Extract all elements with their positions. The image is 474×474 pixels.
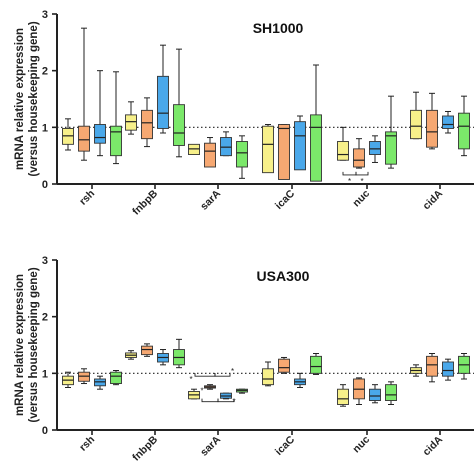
significance-star: * — [189, 375, 192, 384]
box — [78, 125, 90, 152]
box — [204, 142, 216, 168]
box — [110, 125, 122, 157]
box — [426, 109, 438, 148]
y-tick-label: 0 — [42, 179, 48, 191]
box — [173, 104, 185, 146]
category-label: nuc — [350, 434, 372, 456]
box — [125, 114, 137, 131]
y-tick-label: 1 — [42, 122, 48, 134]
y-axis-label-line-2: (versus housekeeping gene) — [28, 21, 40, 176]
category-label: sarA — [198, 433, 223, 458]
box — [294, 121, 306, 171]
box — [458, 112, 470, 150]
panel-title: SH1000 — [253, 20, 304, 36]
box — [262, 125, 274, 174]
box — [385, 384, 397, 401]
category-label: cidA — [421, 187, 446, 212]
panel-sh1000: 0 1 2 3 SH1000 mRNA relative expression (versu… — [14, 9, 474, 218]
box — [262, 368, 274, 386]
box — [94, 124, 106, 144]
box — [353, 148, 365, 168]
significance-bracket — [194, 373, 216, 377]
y-axis-label: mRNA relative expression (versus housekee… — [14, 267, 40, 422]
box — [110, 371, 122, 384]
category-label: nuc — [350, 188, 372, 210]
y-axis-label-line-1: mRNA relative expression — [14, 28, 26, 170]
category-label: fnbpB — [130, 187, 160, 217]
y-axis-label-line-1: mRNA relative expression — [14, 274, 26, 416]
box — [310, 114, 322, 182]
y-tick-label: 0 — [42, 425, 48, 437]
box — [278, 124, 290, 180]
panel-usa300: 0 1 2 3 USA300 mRNA relative expression (versu… — [14, 255, 474, 464]
y-tick-label: 1 — [42, 368, 48, 380]
box — [410, 109, 422, 140]
significance-star: * — [200, 386, 203, 395]
y-tick-label: 3 — [42, 255, 48, 267]
significance-bracket — [355, 171, 369, 176]
category-label: icaC — [273, 433, 297, 457]
significance-star: * — [348, 177, 351, 186]
y-axis-label-line-2: (versus housekeeping gene) — [28, 267, 40, 422]
category-label: rsh — [77, 434, 97, 454]
significance-bracket — [201, 398, 219, 403]
box — [157, 75, 169, 129]
box — [337, 141, 349, 161]
box — [426, 355, 438, 377]
box — [141, 345, 153, 356]
category-label: rsh — [77, 188, 97, 208]
box — [442, 115, 454, 129]
y-axis-label: mRNA relative expression (versus housekee… — [14, 21, 40, 176]
y-tick-label: 2 — [42, 66, 48, 78]
box — [442, 361, 454, 377]
box — [310, 355, 322, 374]
y-tick-label: 2 — [42, 312, 48, 324]
box — [236, 141, 248, 168]
category-label: cidA — [421, 433, 446, 458]
category-label: sarA — [198, 187, 223, 212]
box — [141, 109, 153, 140]
significance-star: * — [360, 177, 363, 186]
box — [369, 141, 381, 155]
category-label: fnbpB — [130, 433, 160, 463]
panel-title: USA300 — [257, 268, 310, 284]
significance-star: * — [231, 367, 234, 376]
box — [278, 358, 290, 373]
significance-bracket — [342, 171, 357, 176]
box — [385, 131, 397, 165]
category-label: icaC — [273, 187, 297, 211]
significance-bracket — [217, 398, 235, 403]
y-tick-label: 3 — [42, 9, 48, 21]
significance-star: * — [232, 398, 235, 407]
box — [369, 388, 381, 401]
box — [337, 388, 349, 405]
